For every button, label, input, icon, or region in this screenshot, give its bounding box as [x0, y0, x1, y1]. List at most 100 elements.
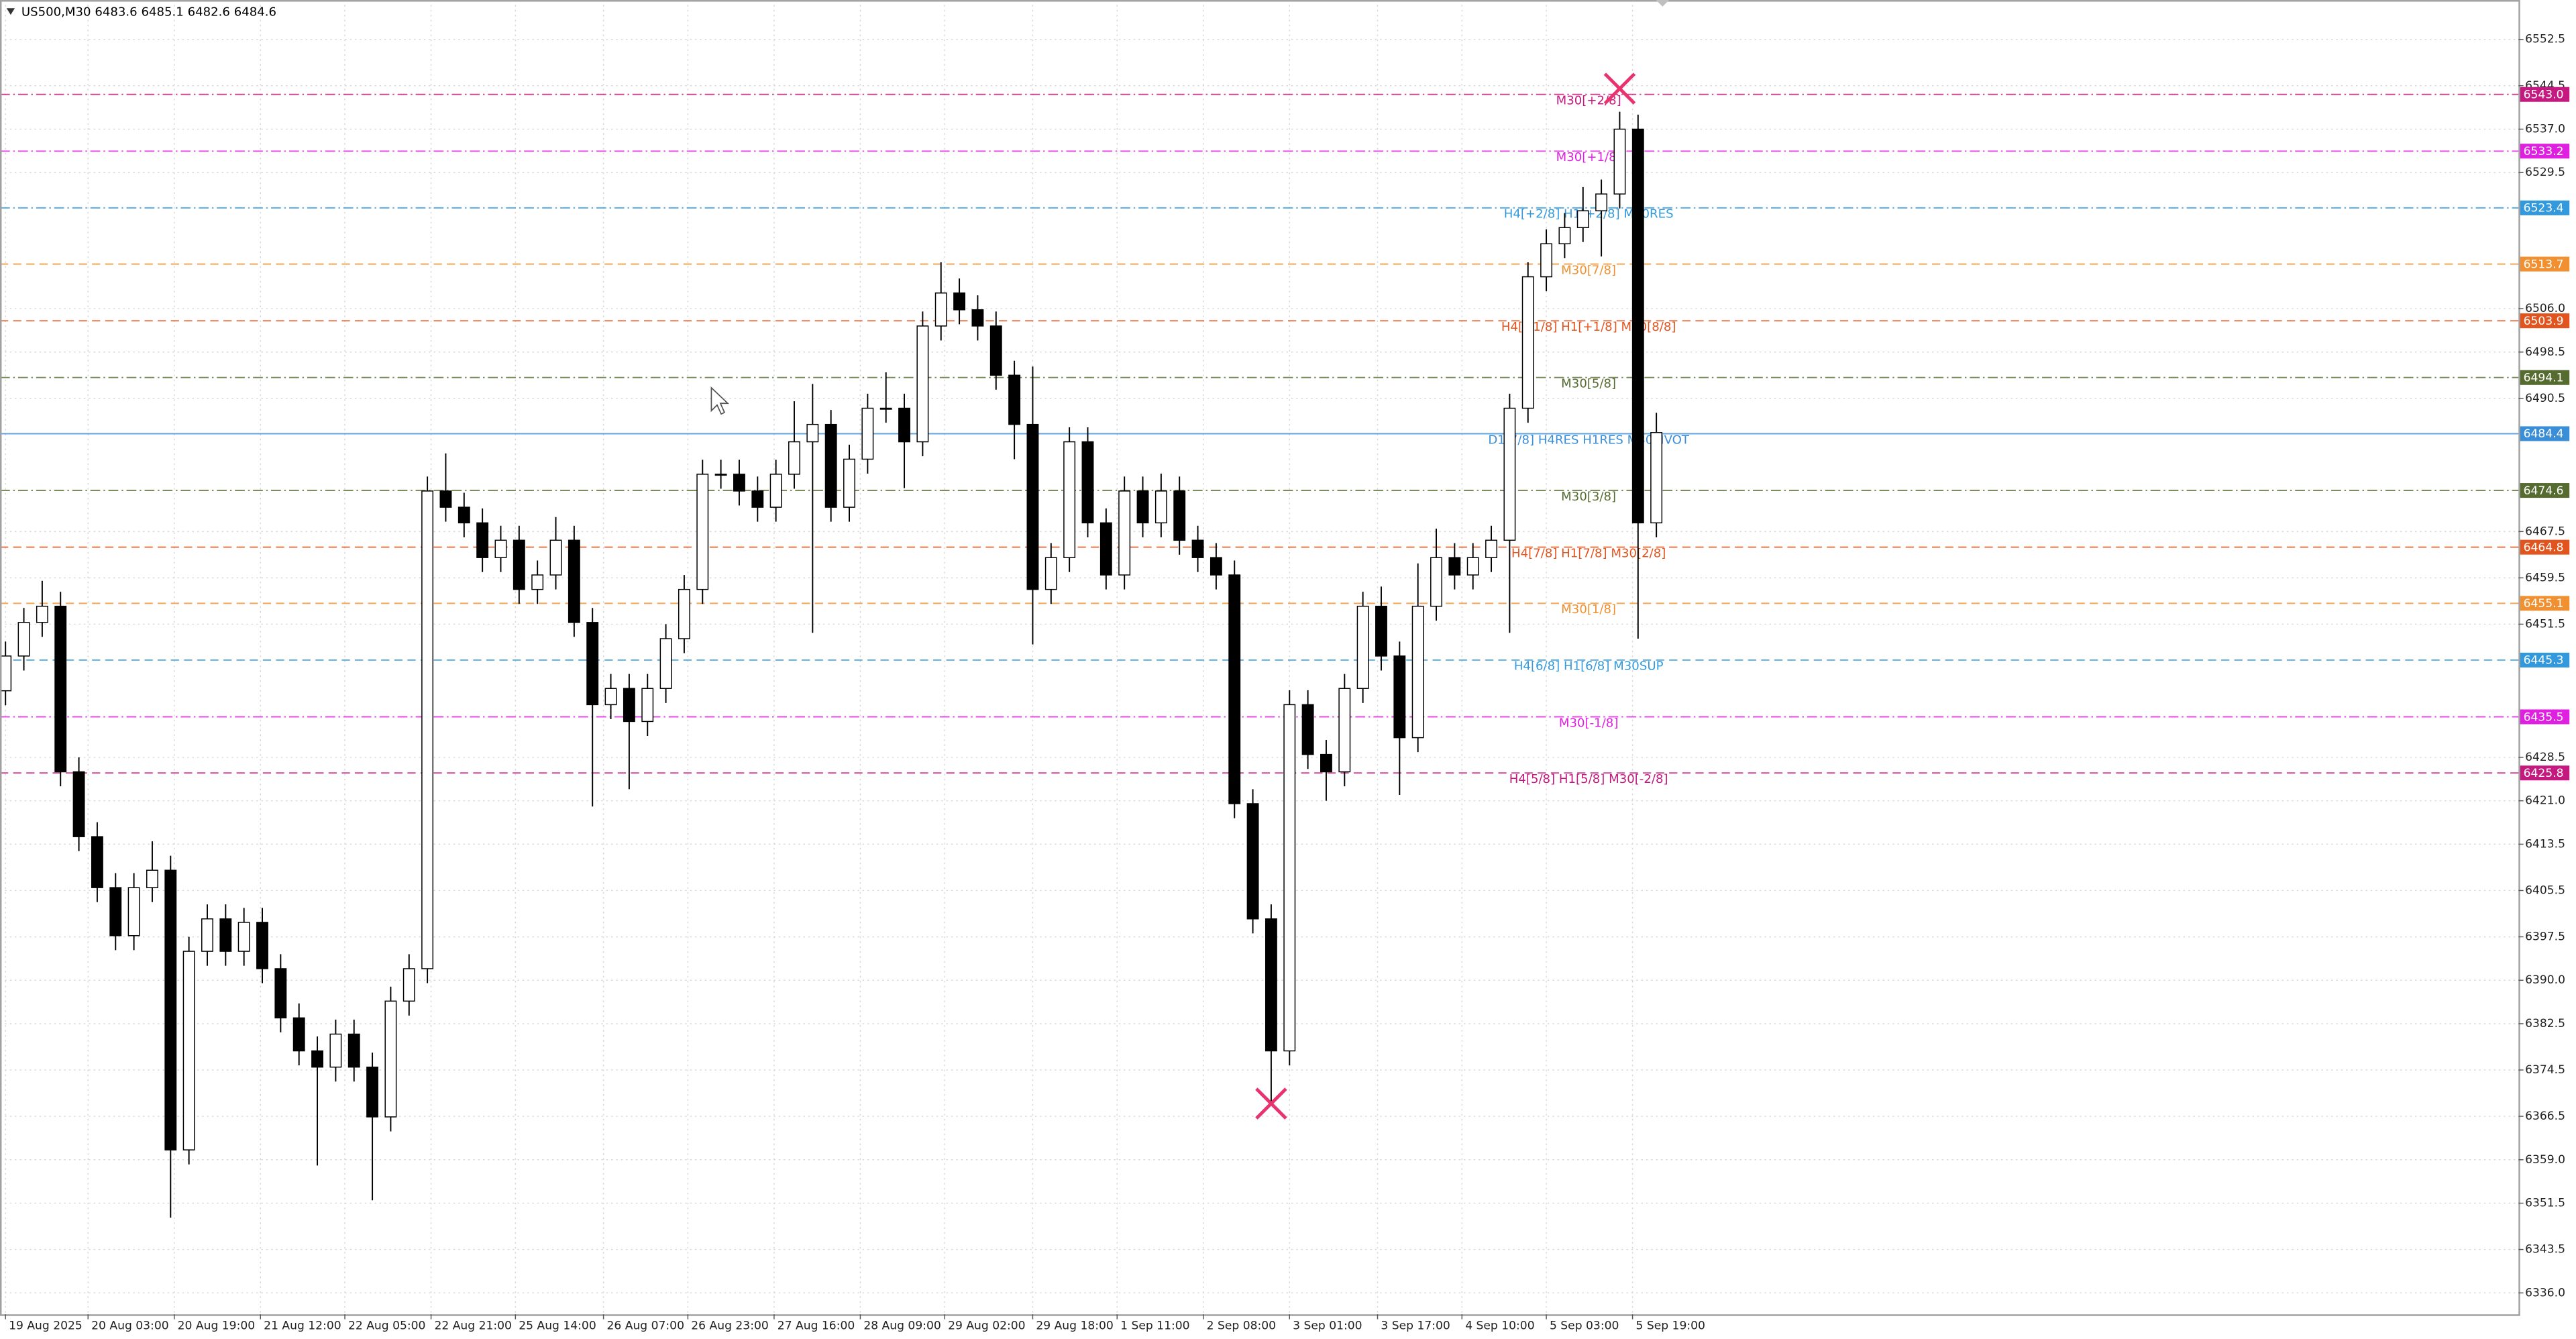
candle-body	[347, 1033, 360, 1068]
candle-body	[1173, 490, 1186, 541]
candle-body	[751, 490, 764, 508]
price-tag-label: 6513.7	[2524, 258, 2564, 271]
candle-body	[182, 951, 195, 1150]
price-tag-label: 6503.9	[2524, 315, 2564, 328]
price-tag	[2520, 652, 2570, 667]
price-tag-label: 6435.5	[2524, 710, 2564, 724]
y-tick-label: 6343.5	[2525, 1243, 2565, 1256]
y-tick-label: 6490.5	[2525, 392, 2565, 405]
y-tick-label: 6359.0	[2525, 1153, 2565, 1167]
price-tag-label: 6445.3	[2524, 654, 2564, 667]
x-tick-label: 25 Aug 14:00	[519, 1319, 596, 1332]
candle-body	[898, 407, 910, 443]
x-tick-label: 21 Aug 12:00	[264, 1319, 341, 1332]
candle-body	[1448, 557, 1461, 576]
candle-body	[531, 574, 544, 590]
candle-body	[1375, 605, 1387, 657]
price-tag-label: 6494.1	[2524, 372, 2564, 385]
candle-body	[17, 622, 30, 657]
mouse-cursor	[710, 386, 730, 415]
candle-body	[1008, 374, 1021, 425]
candle-body	[586, 622, 599, 706]
candle-body	[256, 922, 268, 969]
price-tag-label: 6484.4	[2524, 427, 2564, 441]
candle-body	[1485, 539, 1497, 558]
candle-body	[54, 605, 67, 773]
candle-body	[1063, 441, 1076, 558]
candle-body	[1026, 423, 1039, 590]
x-tick-label: 22 Aug 05:00	[348, 1319, 425, 1332]
price-tag	[2520, 313, 2570, 329]
price-tag-label: 6523.4	[2524, 202, 2564, 215]
x-tick-label: 4 Sep 10:00	[1465, 1319, 1534, 1332]
candle-body	[513, 539, 525, 590]
candle-body	[934, 292, 947, 327]
marker	[1255, 1087, 1287, 1120]
price-tag-label: 6474.6	[2524, 484, 2564, 498]
candle-body	[916, 325, 929, 443]
level-label: M30[+2/8]	[1556, 94, 1621, 108]
candle-body	[1356, 605, 1369, 689]
y-tick-label: 6336.0	[2525, 1286, 2565, 1299]
price-tag	[2520, 144, 2570, 159]
candle-body	[1136, 490, 1149, 524]
candle-body	[421, 490, 434, 969]
level-label: M30[-1/8]	[1559, 716, 1618, 730]
x-tick-label: 22 Aug 21:00	[434, 1319, 511, 1332]
candle-body	[329, 1033, 342, 1068]
x-tick-label: 27 Aug 16:00	[777, 1319, 855, 1332]
x-tick-label: 5 Sep 03:00	[1550, 1319, 1619, 1332]
candle-body	[274, 968, 287, 1019]
marker-stroke	[1603, 72, 1636, 105]
candle-body	[237, 922, 250, 952]
candle-body	[1320, 753, 1332, 773]
candle-body	[311, 1050, 323, 1068]
level-label: M30[7/8]	[1561, 263, 1616, 277]
x-tick-label: 1 Sep 11:00	[1120, 1319, 1189, 1332]
candle-body	[384, 1000, 397, 1118]
candle-body	[1503, 407, 1516, 541]
candle-body	[1540, 243, 1553, 278]
price-tag-label: 6425.8	[2524, 767, 2564, 780]
candle-body	[476, 522, 489, 558]
y-tick-label: 6552.5	[2525, 33, 2565, 46]
y-tick-label: 6428.5	[2525, 751, 2565, 764]
x-tick-label: 29 Aug 02:00	[948, 1319, 1025, 1332]
candle-body	[1081, 441, 1094, 524]
candle-body	[36, 605, 48, 623]
candle-body	[127, 887, 140, 936]
candle-body	[1338, 688, 1351, 773]
price-tag	[2520, 87, 2570, 102]
candle-body	[1558, 227, 1571, 245]
candle-body	[641, 688, 654, 722]
shift-marker	[1656, 0, 1670, 7]
candle-body	[769, 474, 782, 508]
price-tag-label: 6533.2	[2524, 145, 2564, 158]
symbol-icon	[6, 8, 15, 15]
candle-body	[1650, 432, 1663, 524]
price-tag	[2520, 765, 2570, 781]
candle-body	[494, 539, 507, 558]
level-label: M30[+1/8]	[1556, 150, 1621, 164]
candle-body	[1466, 557, 1479, 576]
y-tick-label: 6537.0	[2525, 123, 2565, 136]
price-tag	[2520, 709, 2570, 725]
y-tick-label: 6529.5	[2525, 166, 2565, 179]
candle-body	[953, 292, 966, 311]
x-tick-label: 28 Aug 09:00	[863, 1319, 941, 1332]
candle-body	[788, 441, 800, 475]
y-tick-label: 6413.5	[2525, 837, 2565, 851]
candle-body	[109, 887, 122, 936]
candle-body	[1301, 704, 1314, 755]
y-tick-label: 6374.5	[2525, 1063, 2565, 1077]
x-tick-label: 20 Aug 19:00	[178, 1319, 255, 1332]
candle-body	[604, 688, 617, 706]
candle-body	[678, 588, 690, 639]
candle-body	[458, 506, 470, 524]
y-tick-label: 6382.5	[2525, 1017, 2565, 1030]
x-tick-label: 3 Sep 01:00	[1293, 1319, 1362, 1332]
candles	[0, 72, 1663, 1218]
x-tick-label: 29 Aug 18:00	[1036, 1319, 1113, 1332]
candle-body	[1613, 128, 1626, 195]
